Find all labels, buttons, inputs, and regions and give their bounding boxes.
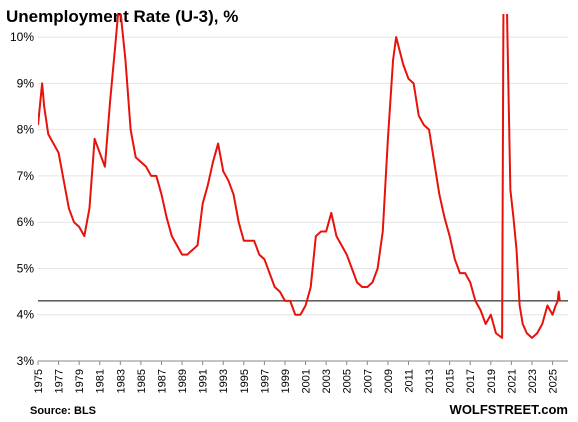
x-tick-label: 2015 xyxy=(445,369,457,393)
x-tick-label: 1981 xyxy=(95,369,107,393)
x-tick-label: 2009 xyxy=(383,369,395,393)
y-tick-label: 10% xyxy=(10,30,34,44)
plot-area xyxy=(38,14,561,339)
y-tick-label: 6% xyxy=(17,215,35,229)
source: Source: BLS xyxy=(30,405,96,417)
x-tick-label: 2005 xyxy=(342,369,354,393)
x-tick-label: 2017 xyxy=(465,369,477,393)
x-tick-label: 1979 xyxy=(74,369,86,393)
x-tick-label: 2013 xyxy=(424,369,436,393)
y-tick-label: 5% xyxy=(17,261,35,275)
x-tick-label: 2023 xyxy=(527,369,539,393)
x-tick-label: 1989 xyxy=(177,369,189,393)
y-tick-label: 3% xyxy=(17,354,35,368)
data-line xyxy=(38,14,561,339)
y-tick-label: 9% xyxy=(17,76,35,90)
x-tick-label: 1975 xyxy=(33,369,45,393)
x-tick-label: 1991 xyxy=(198,369,210,393)
x-tick-label: 1997 xyxy=(259,369,271,393)
y-tick-label: 7% xyxy=(17,169,35,183)
x-tick-label: 2003 xyxy=(321,369,333,393)
x-tick-label: 2011 xyxy=(403,369,415,393)
y-tick-label: 4% xyxy=(17,308,35,322)
x-tick-label: 2019 xyxy=(486,369,498,393)
chart-title: Unemployment Rate (U-3), % xyxy=(6,7,238,26)
y-tick-label: 8% xyxy=(17,123,35,137)
x-tick-label: 2007 xyxy=(362,369,374,393)
x-tick-label: 1993 xyxy=(218,369,230,393)
x-tick-label: 2021 xyxy=(506,369,518,393)
x-tick-label: 1983 xyxy=(115,369,127,393)
x-tick-label: 2025 xyxy=(548,369,560,393)
x-tick-label: 2001 xyxy=(301,369,313,393)
x-tick-label: 1987 xyxy=(156,369,168,393)
x-tick-label: 1985 xyxy=(136,369,148,393)
x-tick-label: 1995 xyxy=(239,369,251,393)
x-tick-label: 1977 xyxy=(54,369,66,393)
watermark: WOLFSTREET.com xyxy=(450,402,568,417)
x-tick-label: 1999 xyxy=(280,369,292,393)
